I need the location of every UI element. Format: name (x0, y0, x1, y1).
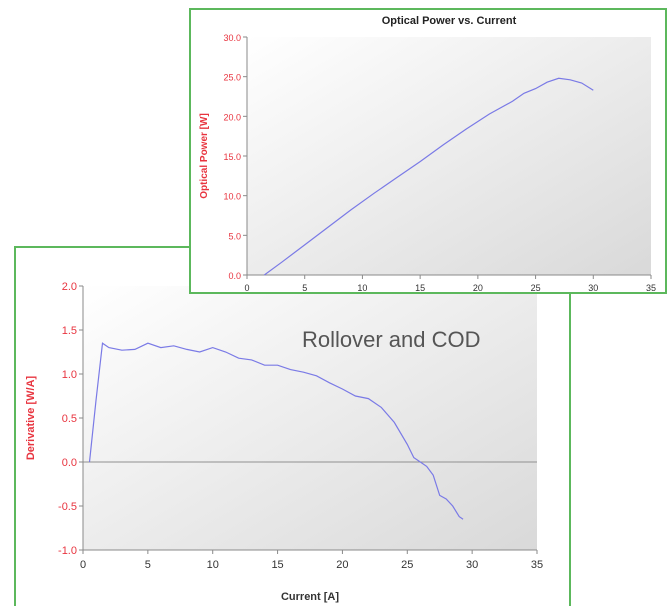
x-tick-label: 35 (646, 283, 656, 292)
y-tick-label: 30.0 (223, 33, 241, 43)
x-tick-label: 0 (80, 559, 86, 571)
x-tick-label: 5 (302, 283, 307, 292)
x-tick-label: 15 (415, 283, 425, 292)
y-tick-label: 0.5 (62, 413, 77, 425)
x-tick-label: 5 (145, 559, 151, 571)
y-tick-label: 25.0 (223, 73, 241, 83)
y-tick-label: 20.0 (223, 112, 241, 122)
y-tick-label: 0.0 (62, 457, 77, 469)
annotation-rollover-cod: Rollover and COD (302, 327, 481, 352)
x-tick-label: 20 (336, 559, 348, 571)
derivative-chart-panel: 0 5 10 15 20 25 30 35 2.0 1.5 1.0 0.5 0.0 -0.5 -1.0 Cur… (14, 246, 571, 606)
y-tick-label: -0.5 (58, 501, 77, 513)
y-tick-label: -1.0 (58, 545, 77, 557)
x-tick-label: 25 (401, 559, 413, 571)
y-tick-label: 5.0 (228, 231, 241, 241)
plot-area (247, 37, 651, 275)
y-tick-label: 15.0 (223, 152, 241, 162)
x-tick-label: 0 (244, 283, 249, 292)
y-tick-label: 10.0 (223, 192, 241, 202)
y-axis-label: Optical Power [W] (199, 113, 210, 199)
y-tick-label: 1.5 (62, 325, 77, 337)
x-tick-label: 35 (531, 559, 543, 571)
plot-area (83, 286, 537, 550)
x-tick-label: 30 (466, 559, 478, 571)
derivative-chart: 0 5 10 15 20 25 30 35 2.0 1.5 1.0 0.5 0.0 -0.5 -1.0 Cur… (25, 281, 543, 603)
x-tick-label: 10 (357, 283, 367, 292)
y-tick-label: 1.0 (62, 369, 77, 381)
y-tick-label: 0.0 (228, 271, 241, 281)
x-tick-label: 15 (271, 559, 283, 571)
series-line (88, 342, 464, 520)
x-tick-label: 30 (588, 283, 598, 292)
x-tick-label: 25 (531, 283, 541, 292)
power-chart-panel: 0 5 10 15 20 25 30 35 0.0 5.0 10.0 15.0 20.0 25.0 30.0… (189, 8, 667, 294)
x-tick-label: 10 (207, 559, 219, 571)
series-line (263, 77, 594, 276)
y-axis-label: Derivative [W/A] (25, 375, 37, 460)
chart-title: Optical Power vs. Current (382, 15, 517, 27)
power-chart: 0 5 10 15 20 25 30 35 0.0 5.0 10.0 15.0 20.0 25.0 30.0… (199, 15, 656, 292)
y-tick-label: 2.0 (62, 281, 77, 293)
x-tick-label: 20 (473, 283, 483, 292)
x-axis-label: Current [A] (281, 591, 339, 603)
